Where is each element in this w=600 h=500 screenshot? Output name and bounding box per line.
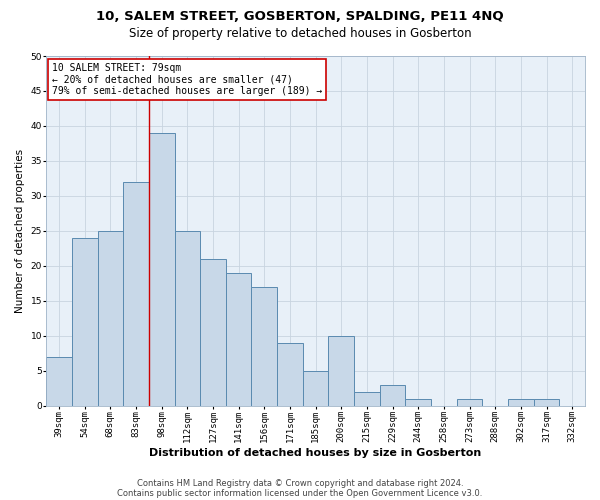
Bar: [508, 398, 533, 406]
Text: 10 SALEM STREET: 79sqm
← 20% of detached houses are smaller (47)
79% of semi-det: 10 SALEM STREET: 79sqm ← 20% of detached…: [52, 63, 322, 96]
Bar: [200, 258, 226, 406]
Bar: [251, 286, 277, 406]
Bar: [123, 182, 149, 406]
Bar: [226, 272, 251, 406]
Text: Contains HM Land Registry data © Crown copyright and database right 2024.: Contains HM Land Registry data © Crown c…: [137, 478, 463, 488]
Bar: [72, 238, 98, 406]
Text: Size of property relative to detached houses in Gosberton: Size of property relative to detached ho…: [128, 28, 472, 40]
Bar: [328, 336, 354, 406]
Bar: [457, 398, 482, 406]
X-axis label: Distribution of detached houses by size in Gosberton: Distribution of detached houses by size …: [149, 448, 482, 458]
Bar: [175, 231, 200, 406]
Bar: [277, 342, 303, 406]
Bar: [380, 384, 406, 406]
Bar: [406, 398, 431, 406]
Bar: [303, 370, 328, 406]
Bar: [354, 392, 380, 406]
Y-axis label: Number of detached properties: Number of detached properties: [15, 148, 25, 313]
Text: 10, SALEM STREET, GOSBERTON, SPALDING, PE11 4NQ: 10, SALEM STREET, GOSBERTON, SPALDING, P…: [96, 10, 504, 23]
Bar: [149, 133, 175, 406]
Bar: [533, 398, 559, 406]
Bar: [98, 231, 123, 406]
Text: Contains public sector information licensed under the Open Government Licence v3: Contains public sector information licen…: [118, 488, 482, 498]
Bar: [46, 356, 72, 406]
